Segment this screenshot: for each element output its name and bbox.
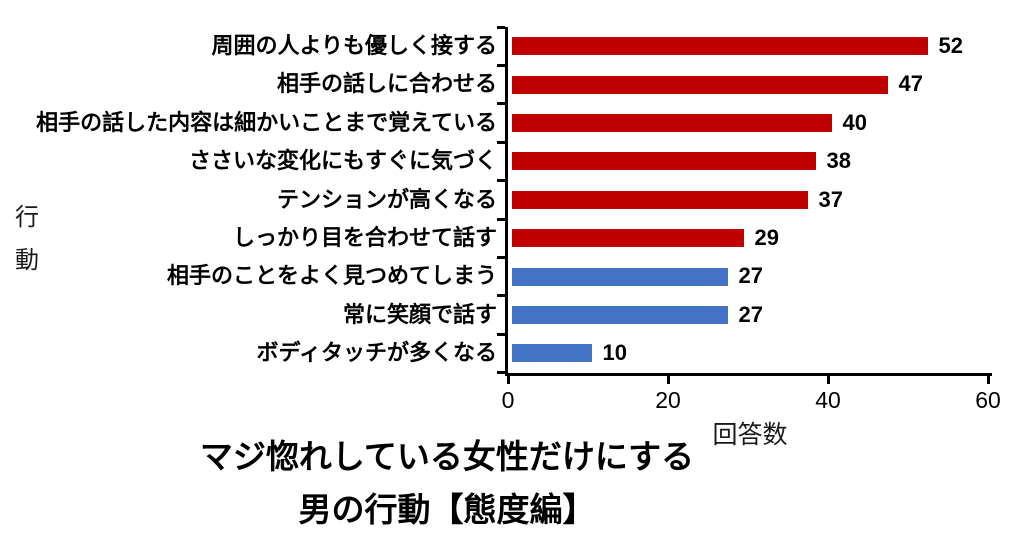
y-axis-tick — [496, 294, 505, 298]
bar-value-label: 37 — [818, 186, 843, 212]
category-label: 相手の話しに合わせる — [276, 71, 497, 97]
x-axis-tick — [666, 376, 670, 385]
x-axis-tick-label: 0 — [501, 386, 515, 413]
y-axis-tick — [496, 217, 505, 221]
bar-value-label: 27 — [738, 301, 763, 327]
category-label: 常に笑顔で話す — [342, 301, 497, 327]
bar — [511, 344, 592, 363]
x-axis-line — [504, 372, 992, 377]
category-label: 周囲の人よりも優しく接する — [211, 33, 497, 58]
category-label: 相手の話した内容は細かいことまで覚えている — [36, 109, 497, 135]
chart-title: マジ惚れしている女性だけにする 男の行動【態度編】 — [0, 430, 894, 536]
x-axis-tick — [506, 376, 510, 385]
bar-value-label: 10 — [602, 340, 627, 366]
y-axis-tick — [496, 179, 505, 183]
y-axis-line — [504, 27, 508, 377]
y-axis-tick — [496, 25, 505, 29]
bar — [511, 75, 888, 94]
bar — [511, 267, 728, 286]
x-axis-title: 回答数 — [712, 421, 788, 449]
category-label: ボディタッチが多くなる — [256, 340, 497, 366]
x-axis-tick — [986, 376, 990, 385]
bar-value-label: 40 — [842, 109, 867, 135]
x-axis-tick-label: 20 — [655, 386, 681, 413]
y-axis-tick — [496, 63, 505, 67]
x-axis-tick-label: 40 — [815, 386, 841, 413]
bar — [511, 229, 744, 248]
bar-value-label: 27 — [738, 263, 763, 289]
y-axis-tick — [496, 140, 505, 144]
bar — [511, 114, 832, 132]
bar-value-label: 29 — [754, 225, 779, 250]
bar-value-label: 38 — [826, 148, 851, 174]
category-label: 相手のことをよく見つめてしまう — [166, 263, 497, 289]
y-axis-tick — [496, 102, 505, 106]
y-axis-tick — [496, 332, 505, 336]
x-axis-tick-label: 60 — [975, 386, 1001, 413]
bar — [511, 190, 808, 209]
y-axis-title: 行動 — [15, 204, 39, 274]
category-label: ささいな変化にもすぐに気づく — [188, 148, 497, 174]
bar-value-label: 47 — [898, 71, 923, 97]
bar — [511, 152, 816, 171]
y-axis-tick — [496, 255, 505, 259]
category-label: テンションが高くなる — [276, 186, 497, 212]
category-label: しっかり目を合わせて話す — [232, 225, 497, 250]
y-axis-tick — [496, 371, 505, 375]
x-axis-tick — [826, 376, 830, 385]
bar — [511, 306, 728, 324]
bar-value-label: 52 — [938, 33, 963, 58]
chart-title-line-2: 男の行動【態度編】 — [298, 491, 596, 528]
bar — [511, 37, 928, 56]
chart-title-line-1: マジ惚れしている女性だけにする — [199, 438, 695, 475]
